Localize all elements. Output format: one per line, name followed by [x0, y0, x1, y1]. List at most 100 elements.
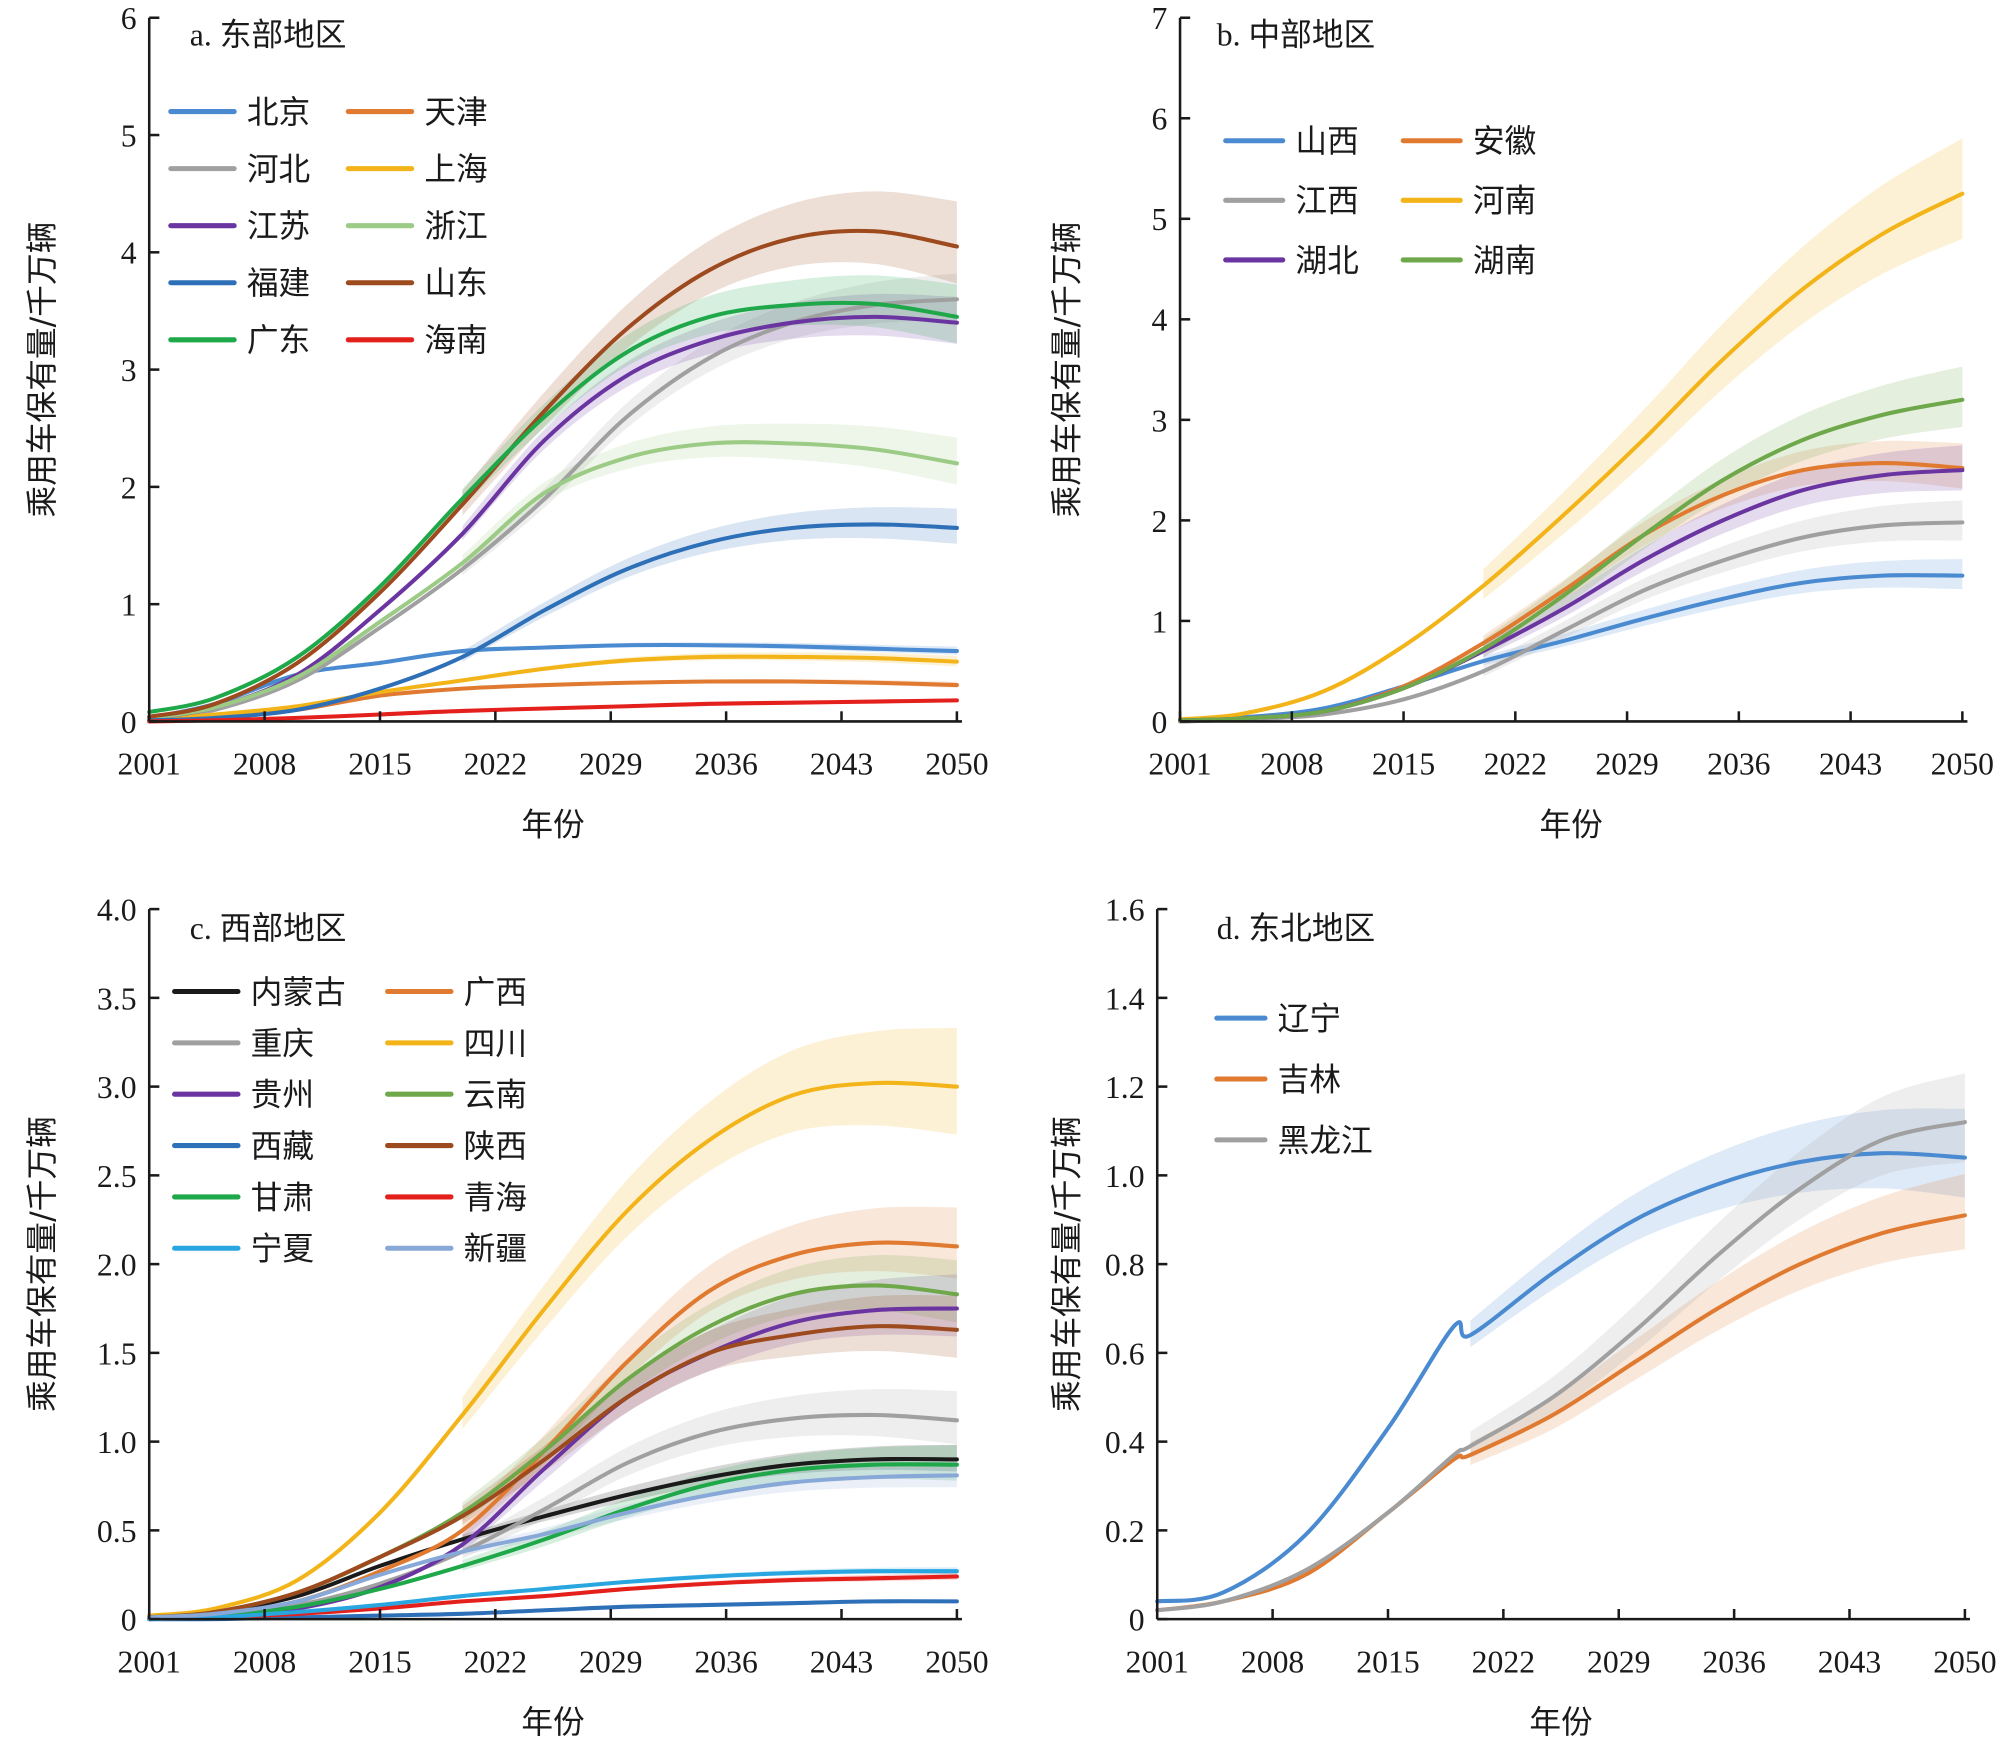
- y-tick-label: 2.0: [97, 1248, 137, 1283]
- x-tick-label: 2036: [1702, 1644, 1765, 1679]
- series-lines: [147, 1080, 959, 1622]
- band-山东: [462, 191, 957, 516]
- legend-label: 西藏: [251, 1129, 314, 1165]
- y-tick-label: 1.2: [1105, 1070, 1145, 1105]
- legend-item[interactable]: 云南: [385, 1078, 527, 1114]
- x-tick-label: 2036: [694, 1644, 757, 1679]
- y-tick-label: 0.4: [1105, 1425, 1145, 1460]
- y-tick-label: 1.5: [97, 1336, 137, 1371]
- band-广西: [462, 1206, 957, 1541]
- legend-item[interactable]: 北京: [168, 95, 310, 131]
- legend-label: 广西: [464, 975, 527, 1011]
- legend-label: 内蒙古: [251, 975, 346, 1011]
- x-tick-label: 2015: [348, 1644, 411, 1679]
- series-lines: [1178, 191, 1965, 724]
- legend-item[interactable]: 内蒙古: [172, 975, 346, 1011]
- y-tick-label: 7: [1152, 1, 1168, 36]
- legend-item[interactable]: 西藏: [172, 1129, 314, 1165]
- y-tick-label: 4: [1152, 303, 1168, 338]
- x-tick-label: 2022: [464, 747, 527, 782]
- series-line-福建: [147, 522, 959, 723]
- legend-item[interactable]: 山西: [1223, 124, 1359, 160]
- legend-item[interactable]: 新疆: [385, 1232, 527, 1268]
- y-tick-label: 5: [121, 118, 137, 153]
- legend-item[interactable]: 湖南: [1400, 243, 1536, 279]
- series-line-辽宁: [1155, 1151, 1967, 1604]
- legend-item[interactable]: 江西: [1223, 184, 1359, 220]
- x-tick-label: 2029: [579, 747, 642, 782]
- legend-label: 江苏: [247, 209, 310, 245]
- x-tick-label: 2043: [1819, 747, 1882, 782]
- y-tick-label: 4.0: [97, 893, 137, 928]
- legend-item[interactable]: 辽宁: [1214, 1002, 1341, 1038]
- legend-item[interactable]: 安徽: [1400, 124, 1536, 160]
- legend-label: 福建: [247, 266, 310, 302]
- series-line-山东: [147, 228, 959, 719]
- series-line-广东: [147, 300, 959, 715]
- series-line-浙江: [147, 440, 959, 720]
- legend-item[interactable]: 天津: [345, 95, 488, 131]
- band-福建: [462, 507, 957, 662]
- band-湖北: [1483, 445, 1963, 658]
- band-内蒙古: [462, 1444, 957, 1543]
- x-tick-label: 2043: [1818, 1644, 1881, 1679]
- legend-item[interactable]: 吉林: [1214, 1062, 1341, 1098]
- legend-item[interactable]: 河南: [1400, 184, 1536, 220]
- legend-label: 山东: [424, 266, 487, 302]
- legend-item[interactable]: 四川: [385, 1026, 527, 1062]
- legend-item[interactable]: 广东: [168, 323, 310, 359]
- series-line-北京: [147, 642, 959, 720]
- legend-item[interactable]: 陕西: [385, 1129, 527, 1165]
- series-line-河北: [147, 297, 959, 722]
- legend-item[interactable]: 河北: [168, 152, 310, 188]
- y-tick-label: 1.0: [1105, 1159, 1145, 1194]
- legend-label: 贵州: [251, 1078, 314, 1114]
- legend-label: 上海: [424, 152, 487, 188]
- legend-item[interactable]: 甘肃: [172, 1180, 314, 1216]
- x-axis-title: 年份: [521, 808, 584, 844]
- x-tick-label: 2022: [464, 1644, 527, 1679]
- uncertainty-bands: [1470, 1073, 1965, 1466]
- series-line-西藏: [147, 1599, 959, 1622]
- legend-item[interactable]: 湖北: [1223, 243, 1359, 279]
- x-tick-label: 2050: [925, 1644, 988, 1679]
- legend-item[interactable]: 浙江: [345, 209, 488, 245]
- x-tick-label: 2008: [1260, 747, 1323, 782]
- y-tick-label: 0: [1152, 705, 1168, 740]
- x-tick-label: 2015: [1372, 747, 1435, 782]
- legend-label: 湖北: [1295, 243, 1358, 279]
- x-tick-label: 2015: [348, 747, 411, 782]
- legend-item[interactable]: 上海: [345, 152, 488, 188]
- legend-item[interactable]: 宁夏: [172, 1232, 314, 1268]
- legend-item[interactable]: 海南: [345, 323, 488, 359]
- legend-item[interactable]: 广西: [385, 975, 527, 1011]
- x-tick-label: 2050: [1931, 747, 1994, 782]
- legend-item[interactable]: 青海: [385, 1180, 527, 1216]
- series-line-河南: [1178, 191, 1965, 722]
- y-tick-label: 0.6: [1105, 1336, 1145, 1371]
- legend-label: 宁夏: [251, 1232, 314, 1268]
- y-tick-label: 3.0: [97, 1070, 137, 1105]
- x-tick-label: 2043: [810, 1644, 873, 1679]
- y-axis-title: 乘用车保有量/千万辆: [1049, 222, 1085, 518]
- legend-item[interactable]: 重庆: [172, 1026, 314, 1062]
- legend-label: 新疆: [464, 1232, 527, 1268]
- y-tick-label: 0: [1129, 1603, 1145, 1638]
- y-tick-label: 0: [121, 705, 137, 740]
- legend-item[interactable]: 山东: [345, 266, 488, 302]
- band-湖南: [1483, 366, 1963, 658]
- x-tick-label: 2015: [1356, 1644, 1419, 1679]
- x-tick-label: 2008: [1241, 1644, 1304, 1679]
- x-tick-label: 2029: [1595, 747, 1658, 782]
- legend-item[interactable]: 江苏: [168, 209, 310, 245]
- series-lines: [1155, 1120, 1967, 1613]
- band-四川: [462, 1028, 957, 1430]
- band-辽宁: [1470, 1108, 1965, 1348]
- legend-item[interactable]: 贵州: [172, 1078, 314, 1114]
- legend-item[interactable]: 福建: [168, 266, 310, 302]
- legend-item[interactable]: 黑龙江: [1214, 1123, 1373, 1159]
